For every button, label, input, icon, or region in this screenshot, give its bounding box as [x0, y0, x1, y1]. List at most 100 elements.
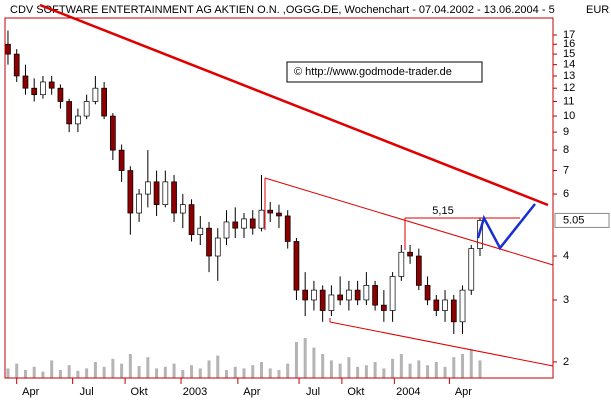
volume-bar [85, 368, 89, 378]
volume-bar [137, 366, 141, 378]
volume-bar [233, 366, 237, 378]
candle-body [354, 289, 361, 301]
volume-bar [216, 355, 220, 378]
candle-body [214, 237, 221, 257]
candle-body [389, 276, 396, 311]
volume-bar [128, 354, 132, 378]
candle-body [101, 87, 107, 117]
volume-bar [399, 354, 403, 378]
candle-body [381, 304, 387, 311]
copyright-box [286, 61, 483, 83]
volume-bar [478, 360, 482, 378]
candle-body [127, 170, 134, 214]
candle-body [110, 115, 116, 151]
last-price: 5.05 [563, 214, 584, 226]
volume-bar [321, 354, 325, 378]
x-tick-label: Okt [347, 386, 364, 398]
volume-bar [417, 360, 421, 378]
candle-body [241, 218, 247, 229]
candle-body [293, 241, 300, 291]
candle-body [40, 81, 46, 96]
x-tick-label: Apr [455, 386, 472, 398]
x-tick-label: Jul [80, 386, 94, 398]
candle-body [57, 87, 64, 102]
candle-body [66, 101, 73, 125]
volume-bar [102, 366, 106, 378]
y-tick-label: 14 [563, 59, 575, 71]
volume-bar [120, 363, 124, 378]
volume-bar [312, 347, 316, 378]
volume-bar [181, 370, 185, 378]
candle-body [450, 299, 457, 323]
candle-body [153, 181, 160, 205]
y-tick-label: 7 [563, 164, 569, 176]
y-tick-label: 12 [563, 82, 575, 94]
candle-body [92, 87, 99, 102]
volume-bar [76, 370, 80, 378]
volume-bar [338, 363, 342, 378]
x-tick-label: Jul [306, 386, 320, 398]
trend-line [264, 177, 554, 266]
candle-body [171, 181, 177, 214]
volume-bar [67, 365, 71, 378]
candle-body [188, 204, 195, 236]
candle-body [284, 215, 291, 242]
projection [476, 203, 536, 251]
candle-body [206, 227, 212, 257]
volume-bar [111, 358, 115, 378]
volume-bar [172, 363, 176, 378]
volume-bar [391, 358, 395, 378]
volume-bar [373, 362, 377, 378]
candle-body [328, 294, 335, 311]
candle-body [197, 227, 204, 236]
candle-body [407, 251, 413, 257]
volume-bar [58, 370, 62, 378]
chart-title: CDV SOFTWARE ENTERTAINMENT AG AKTIEN O.N… [10, 4, 555, 16]
trend-line [329, 321, 554, 367]
volume-bar [382, 368, 386, 378]
volume-bar [259, 362, 263, 378]
volume-bar [163, 366, 167, 378]
candle-body [179, 204, 186, 214]
candle-body [232, 221, 239, 229]
candle-body [302, 289, 309, 301]
candle-body [276, 212, 282, 217]
candle-body [337, 294, 343, 301]
volume-bar [41, 371, 45, 378]
candle-body [372, 285, 378, 306]
candle-body [13, 53, 20, 77]
y-tick-label: 10 [563, 110, 575, 122]
volume-bar [198, 368, 202, 378]
y-tick-label: 17 [563, 29, 575, 41]
candle-body [433, 299, 440, 311]
volume-bar [23, 370, 27, 378]
currency: EUR [586, 4, 609, 16]
candle-body [136, 193, 142, 214]
candle-body [424, 285, 431, 301]
volume-bar [303, 338, 307, 378]
y-tick-label: 13 [563, 70, 575, 82]
volume-bar [452, 357, 456, 378]
volume-bar [268, 368, 272, 378]
plot-frame [4, 17, 554, 379]
candle-body [162, 181, 169, 205]
candle-body [31, 87, 38, 96]
y-tick-label: 6 [563, 188, 569, 200]
candle-body [319, 289, 326, 311]
candle-body [267, 209, 274, 214]
candle-body [48, 81, 55, 89]
y-tick-label: 4 [563, 250, 569, 262]
volume-bar [329, 360, 333, 378]
volume-bar [6, 368, 10, 378]
candle-body [5, 43, 11, 55]
volume-bar [277, 370, 281, 378]
candle-body [468, 248, 475, 291]
volume-bar [443, 366, 447, 378]
candle-body [75, 115, 81, 125]
volume-bar [426, 365, 430, 378]
volume-bar [364, 365, 368, 378]
volume-bar [286, 363, 290, 378]
volume-bar [190, 365, 194, 378]
volume-bar [207, 360, 211, 378]
